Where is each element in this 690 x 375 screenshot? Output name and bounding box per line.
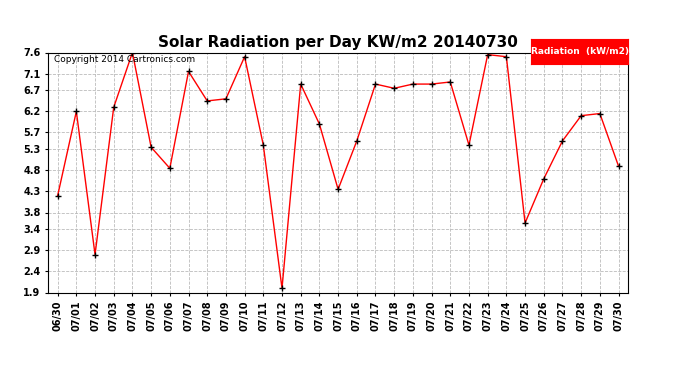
Title: Solar Radiation per Day KW/m2 20140730: Solar Radiation per Day KW/m2 20140730 <box>158 35 518 50</box>
Text: Copyright 2014 Cartronics.com: Copyright 2014 Cartronics.com <box>54 55 195 64</box>
Text: Radiation  (kW/m2): Radiation (kW/m2) <box>531 47 629 56</box>
